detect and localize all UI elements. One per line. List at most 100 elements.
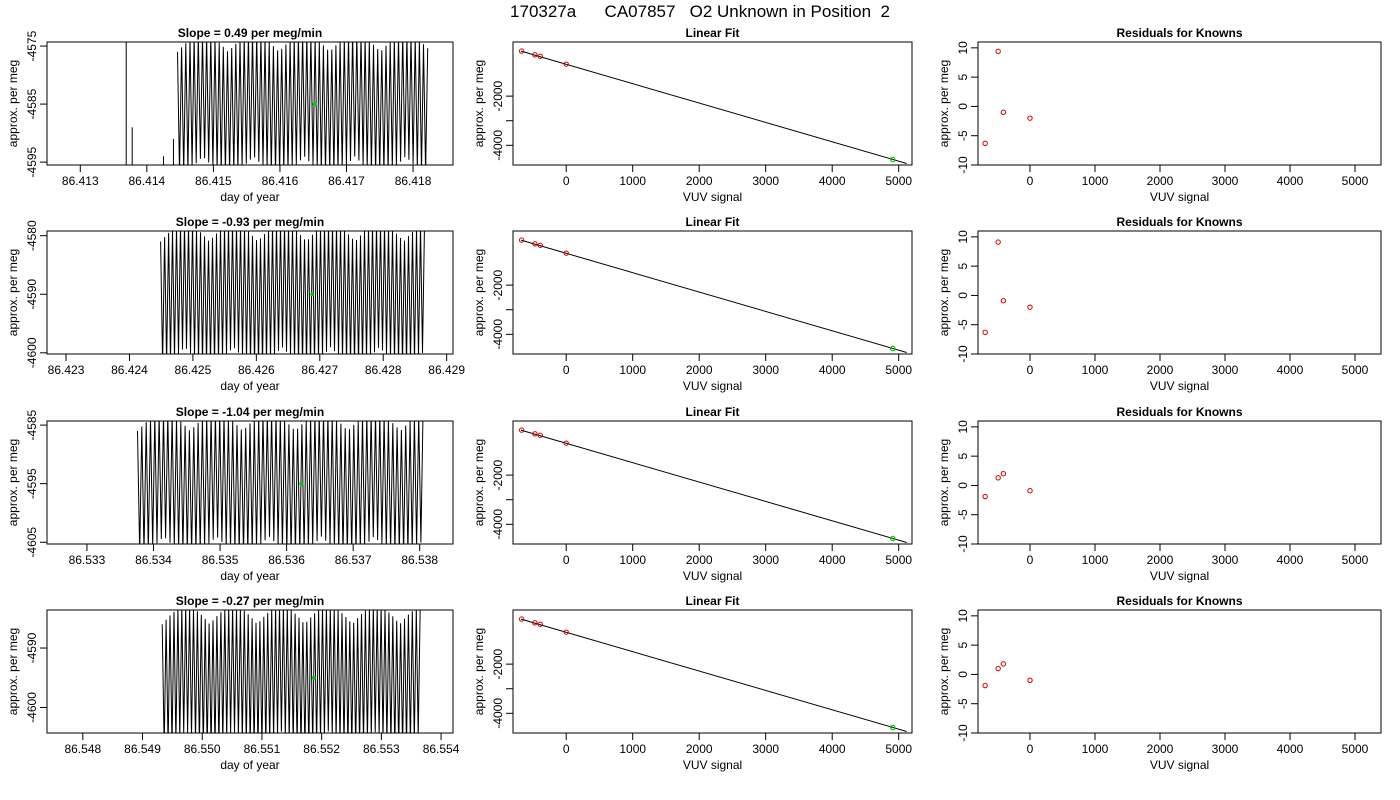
panel-time-series-row-3: Slope = -1.04 per meg/min 86.533 86.534 86.…: [6, 405, 454, 583]
plot-frame: [977, 609, 1382, 734]
y-tick-label: 10: [956, 609, 970, 623]
x-tick-label: 86.554: [423, 742, 460, 756]
x-tick-label: 3000: [1212, 742, 1239, 756]
x-tick-label: 4000: [819, 742, 846, 756]
x-tick-label: 5000: [1342, 742, 1369, 756]
unknown-point: [889, 345, 896, 352]
y-tick-label: 5: [956, 73, 970, 80]
unknown-marker: [299, 481, 304, 486]
panel-title: Residuals for Knowns: [1116, 594, 1242, 608]
signal-trace: [137, 421, 424, 544]
x-tick-label: 5000: [885, 363, 912, 377]
residual-point: [1027, 304, 1033, 310]
x-tick-label: 86.423: [48, 363, 85, 377]
y-axis-label: approx. per meg: [472, 60, 486, 147]
y-tick-label: -5: [956, 319, 970, 330]
y-tick-label: -4590: [25, 632, 39, 663]
known-point: [537, 53, 543, 59]
residual-point: [982, 140, 988, 147]
x-tick-label: 1000: [1082, 363, 1109, 377]
x-tick-label: 1000: [1082, 742, 1109, 756]
x-tick-label: 86.425: [175, 363, 212, 377]
residual-point: [1000, 471, 1007, 477]
plot-frame: [46, 230, 454, 355]
x-axis-label: VUV signal: [1150, 758, 1209, 772]
y-tick-label: 0: [956, 103, 970, 110]
panel-residuals-row-4: Residuals for Knowns 0 1000 2000 3000 4000 500…: [937, 594, 1382, 772]
x-tick-label: 86.549: [124, 742, 161, 756]
panel-residuals-row-2: Residuals for Knowns 0 1000 2000 3000 4000 500…: [937, 215, 1382, 393]
x-tick-label: 86.548: [64, 742, 101, 756]
residual-point: [1000, 298, 1007, 304]
x-tick-label: 0: [563, 363, 570, 377]
y-tick-label: 10: [956, 41, 970, 55]
x-tick-label: 1000: [619, 363, 646, 377]
panel-title: Linear Fit: [685, 215, 739, 229]
x-tick-label: 4000: [1277, 742, 1304, 756]
panel-title: Linear Fit: [685, 26, 739, 40]
known-point: [537, 242, 543, 248]
x-tick-label: 0: [1027, 742, 1034, 756]
y-axis-label: approx. per meg: [472, 628, 486, 715]
panel-title: Residuals for Knowns: [1116, 405, 1242, 419]
y-tick-label: 0: [956, 292, 970, 299]
x-tick-label: 4000: [1277, 363, 1304, 377]
plot-area: [982, 471, 1033, 500]
panel-title: Linear Fit: [685, 405, 739, 419]
y-axis-label: approx. per meg: [6, 249, 20, 336]
x-tick-label: 2000: [686, 742, 713, 756]
x-axis-label: VUV signal: [1150, 569, 1209, 583]
plot-area: [161, 610, 421, 733]
plot-frame: [512, 230, 913, 355]
y-tick-label: -4605: [25, 527, 39, 558]
plot-frame: [977, 420, 1382, 545]
y-tick-label: -4575: [25, 30, 39, 61]
known-point: [532, 241, 538, 247]
y-tick-label: -10: [956, 156, 970, 174]
y-tick-label: 5: [956, 262, 970, 269]
unknown-point: [889, 724, 896, 731]
y-tick-label: -4000: [491, 698, 505, 729]
x-tick-label: 86.415: [195, 174, 232, 188]
y-tick-label: -4585: [25, 409, 39, 440]
y-tick-label: -5: [956, 698, 970, 709]
x-tick-label: 86.416: [262, 174, 299, 188]
known-point: [518, 48, 525, 54]
y-tick-label: -5: [956, 509, 970, 520]
residual-point: [1027, 677, 1033, 683]
y-tick-label: -2000: [491, 648, 505, 679]
x-axis-label: VUV signal: [1150, 379, 1209, 393]
plot-area: [982, 239, 1033, 336]
x-tick-label: 2000: [686, 553, 713, 567]
unknown-marker: [311, 675, 316, 680]
x-tick-label: 0: [1027, 363, 1034, 377]
x-axis-label: VUV signal: [683, 569, 742, 583]
x-tick-label: 2000: [686, 363, 713, 377]
panel-residuals-row-1: Residuals for Knowns 0 1000 2000 3000 4000 500…: [937, 26, 1382, 204]
panel-linear-fit-row-3: Linear Fit 0 1000 2000 3000 4000 5000 -4000 -200…: [472, 405, 913, 583]
x-tick-label: 86.426: [238, 363, 275, 377]
x-axis-label: VUV signal: [683, 190, 742, 204]
x-axis-label: day of year: [220, 379, 279, 393]
known-point: [563, 629, 569, 635]
y-axis-label: approx. per meg: [937, 249, 951, 336]
x-tick-label: 2000: [1147, 553, 1174, 567]
x-tick-label: 86.534: [135, 553, 172, 567]
x-tick-label: 0: [1027, 553, 1034, 567]
x-tick-label: 86.428: [365, 363, 402, 377]
x-tick-label: 5000: [1342, 553, 1369, 567]
x-axis-label: VUV signal: [683, 379, 742, 393]
x-tick-label: 1000: [619, 553, 646, 567]
y-tick-label: -4595: [25, 146, 39, 177]
y-tick-label: -4585: [25, 88, 39, 119]
x-tick-label: 86.537: [335, 553, 372, 567]
x-tick-label: 4000: [819, 363, 846, 377]
x-axis-label: day of year: [220, 569, 279, 583]
x-tick-label: 86.414: [128, 174, 165, 188]
x-tick-label: 5000: [885, 742, 912, 756]
residual-point: [995, 48, 1001, 55]
plot-area: [518, 616, 907, 733]
panel-title: Slope = -0.93 per meg/min: [176, 215, 324, 229]
x-tick-label: 86.533: [69, 553, 106, 567]
